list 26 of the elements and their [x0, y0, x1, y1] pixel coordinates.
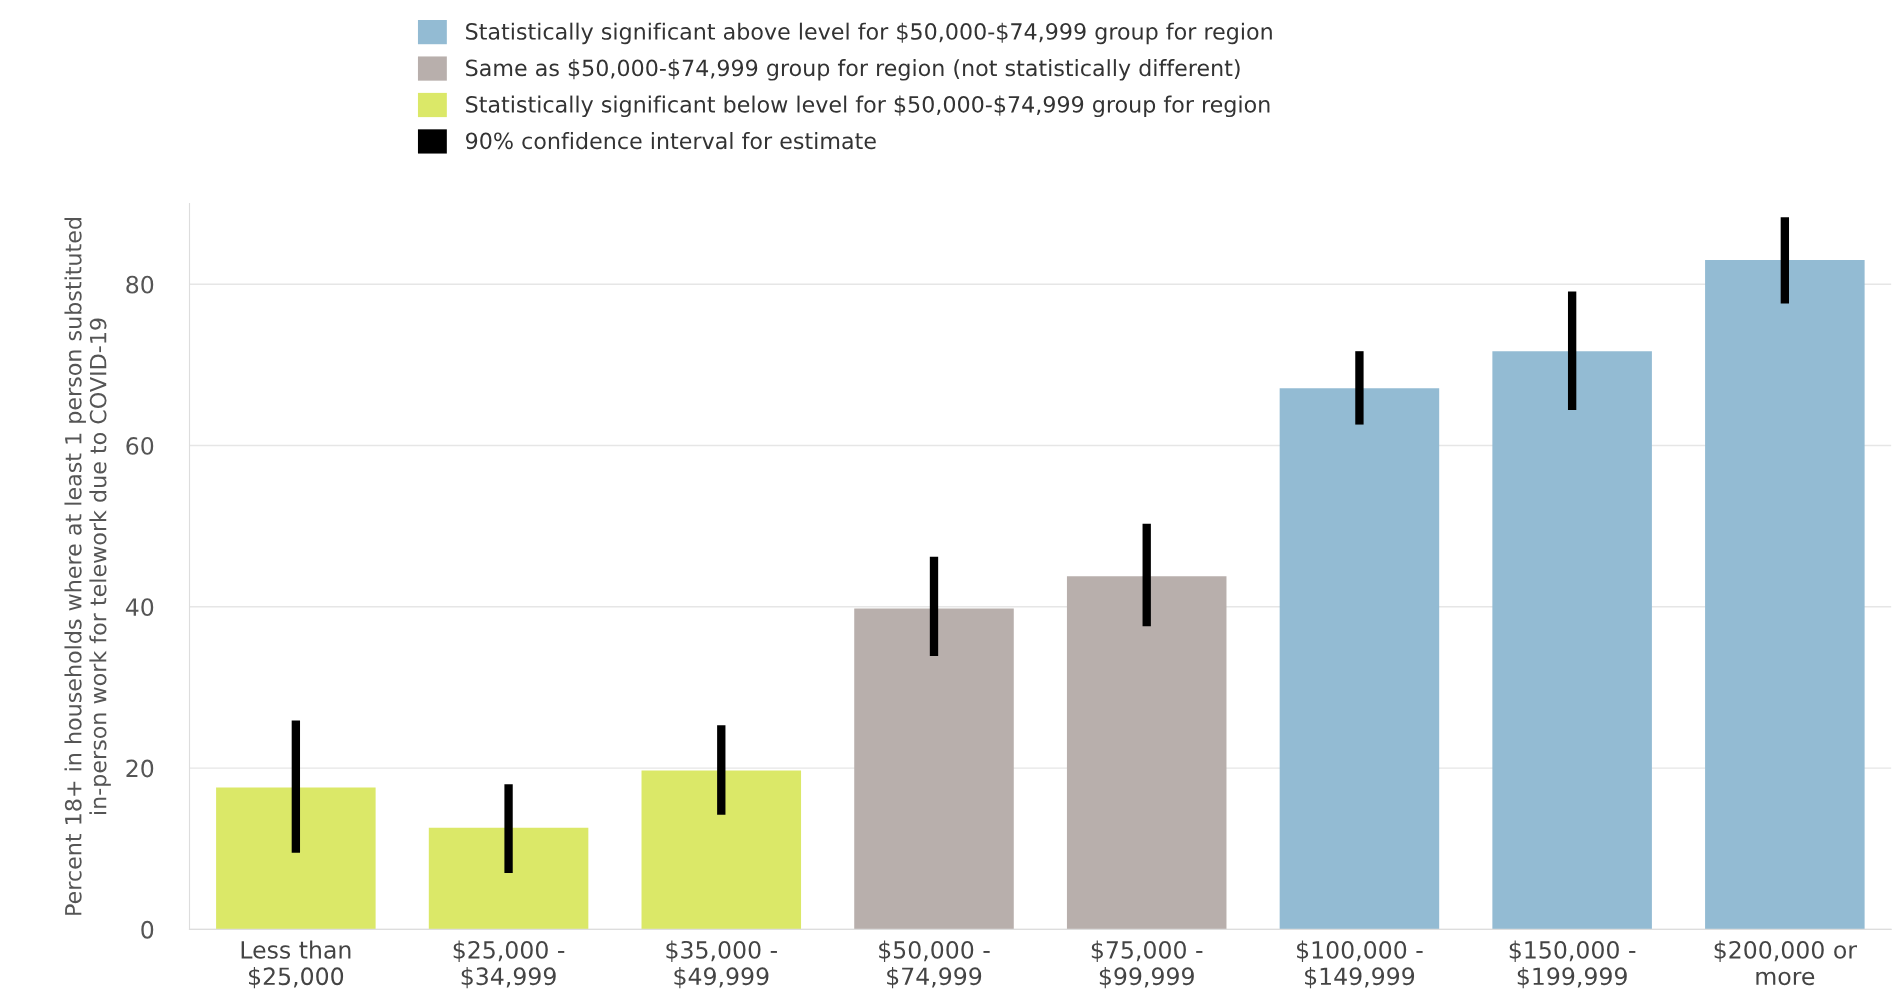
bar — [1492, 351, 1652, 930]
x-tick-label: $100,000 - $149,999 — [1297, 940, 1423, 989]
legend-label: Statistically significant above level for $50,000-$74,999 group for region — [466, 22, 1272, 45]
y-tick-label: 40 — [125, 598, 154, 617]
bar — [1279, 388, 1440, 930]
y-tick-label: 60 — [126, 436, 154, 455]
bar — [854, 608, 1014, 930]
x-tick-label: Less than $25,000 — [241, 940, 351, 989]
text: 90% confidence interval for estimate — [466, 132, 876, 150]
x-tick-label: $35,000 - $49,999 — [666, 940, 777, 989]
x-tick-label: $50,000 - $74,999 — [879, 940, 990, 989]
bar — [1705, 260, 1865, 930]
bar — [641, 770, 802, 930]
bar — [1066, 576, 1227, 930]
bar — [216, 787, 376, 930]
y-axis-title: Percent 18+ in households where at least 1 person substituted in-person work for telework due to COVID-19 — [64, 218, 111, 915]
legend-label: Statistically significant below level for $50,000-$74,999 group for region — [466, 95, 1270, 118]
x-tick-label: $200,000 or more — [1714, 940, 1858, 986]
x-tick-label: $75,000 - $99,999 — [1091, 940, 1203, 989]
bar — [428, 827, 589, 930]
legend-label: Same as $50,000-$74,999 group for region (not statistically different) — [466, 59, 1240, 81]
y-tick-label: 20 — [126, 759, 154, 778]
y-tick-label: 80 — [126, 275, 154, 294]
x-tick-label: $25,000 - $34,999 — [453, 940, 565, 989]
x-tick-label: $150,000 - $199,999 — [1509, 940, 1636, 989]
y-tick-label: 0 — [141, 920, 154, 939]
